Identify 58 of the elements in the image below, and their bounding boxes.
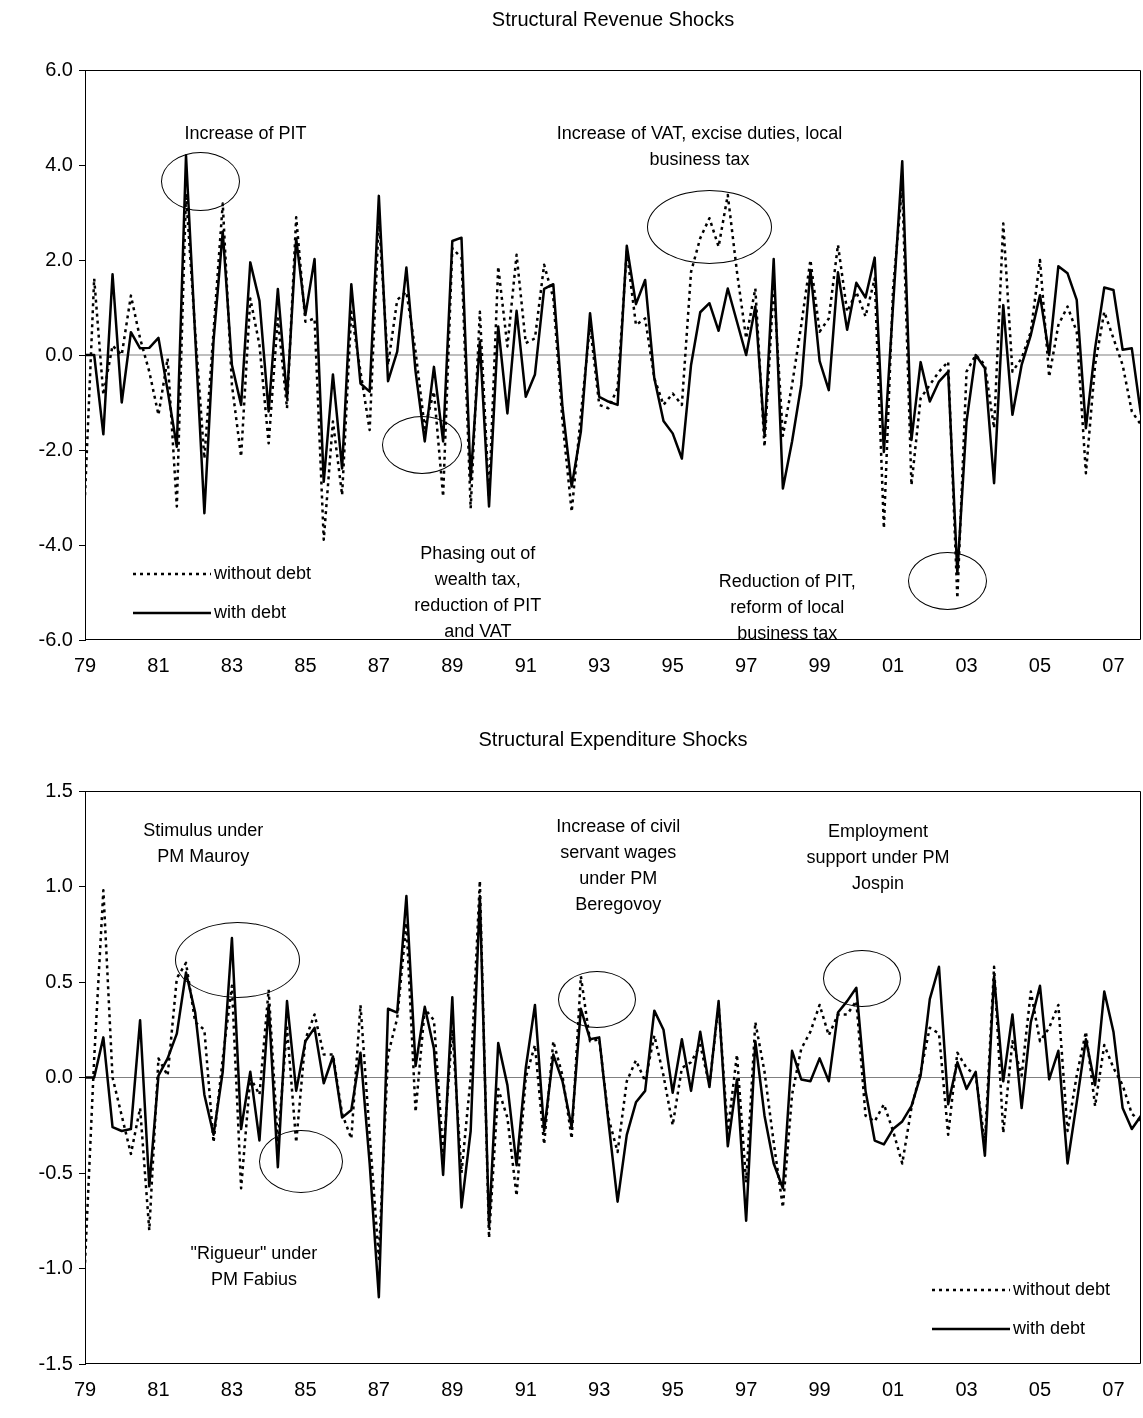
annotation: Increase of civil servant wages under PM Beregovoy bbox=[555, 814, 682, 916]
legend-label: without debt bbox=[214, 563, 312, 584]
x-tick-label: 01 bbox=[881, 1377, 905, 1400]
chart-title: Structural Expenditure Shocks bbox=[477, 728, 749, 751]
x-tick-label: 97 bbox=[735, 1377, 758, 1400]
annotation: Increase of VAT, excise duties, local business tax bbox=[555, 122, 844, 172]
x-tick-label: 01 bbox=[881, 653, 905, 676]
y-tick-label: -1.5 bbox=[38, 1351, 73, 1374]
x-tick-label: 03 bbox=[955, 653, 978, 676]
y-tick-label: 1.5 bbox=[45, 778, 73, 801]
x-tick-label: 95 bbox=[661, 653, 684, 676]
legend-label: with debt bbox=[214, 602, 287, 623]
y-tick-label: -0.5 bbox=[38, 1160, 73, 1183]
annotation: "Rigueur" under PM Fabius bbox=[189, 1242, 319, 1292]
legend-label: with debt bbox=[1012, 1318, 1085, 1339]
annotation: Stimulus under PM Mauroy bbox=[142, 818, 265, 868]
y-tick-label: -2.0 bbox=[38, 437, 73, 460]
x-tick-label: 07 bbox=[1102, 653, 1125, 676]
x-tick-label: 93 bbox=[588, 1377, 611, 1400]
y-tick-label: 4.0 bbox=[45, 152, 73, 175]
x-tick-label: 89 bbox=[441, 1377, 464, 1400]
x-tick-label: 79 bbox=[73, 1377, 97, 1400]
y-tick-label: 6.0 bbox=[45, 57, 73, 80]
y-tick-label: 0.5 bbox=[45, 969, 73, 992]
x-tick-label: 83 bbox=[220, 653, 244, 676]
annotation: Increase of PIT bbox=[183, 122, 308, 146]
x-tick-label: 99 bbox=[808, 1377, 831, 1400]
x-tick-label: 95 bbox=[661, 1377, 684, 1400]
y-tick-label: -6.0 bbox=[38, 627, 73, 650]
y-tick-label: 0.0 bbox=[45, 342, 73, 365]
x-tick-label: 85 bbox=[294, 1377, 317, 1400]
x-tick-label: 07 bbox=[1102, 1377, 1125, 1400]
x-tick-label: 81 bbox=[147, 1377, 170, 1400]
y-tick-label: -1.0 bbox=[38, 1256, 73, 1279]
x-tick-label: 97 bbox=[735, 653, 758, 676]
legend-label: without debt bbox=[1012, 1279, 1110, 1300]
y-tick-label: 2.0 bbox=[45, 247, 73, 270]
x-tick-label: 85 bbox=[294, 653, 317, 676]
x-tick-label: 03 bbox=[955, 1377, 978, 1400]
x-tick-label: 99 bbox=[808, 653, 831, 676]
x-tick-label: 05 bbox=[1028, 653, 1052, 676]
x-tick-label: 91 bbox=[514, 1377, 537, 1400]
annotation: Employment support under PM Jospin bbox=[805, 819, 951, 895]
x-tick-label: 89 bbox=[441, 653, 464, 676]
x-tick-label: 91 bbox=[514, 653, 537, 676]
annotation: Phasing out of wealth tax, reduction of PIT and VAT bbox=[413, 542, 543, 644]
chart-title: Structural Revenue Shocks bbox=[490, 8, 736, 31]
x-tick-label: 93 bbox=[588, 653, 611, 676]
x-tick-label: 87 bbox=[367, 653, 390, 676]
y-tick-label: 0.0 bbox=[45, 1065, 73, 1088]
x-tick-label: 83 bbox=[220, 1377, 244, 1400]
y-tick-label: -4.0 bbox=[38, 532, 73, 555]
y-tick-label: 1.0 bbox=[45, 874, 73, 897]
x-tick-label: 05 bbox=[1028, 1377, 1052, 1400]
x-tick-label: 79 bbox=[73, 653, 97, 676]
x-tick-label: 87 bbox=[367, 1377, 390, 1400]
x-tick-label: 81 bbox=[147, 653, 170, 676]
annotation: Reduction of PIT, reform of local business tax bbox=[717, 570, 857, 646]
